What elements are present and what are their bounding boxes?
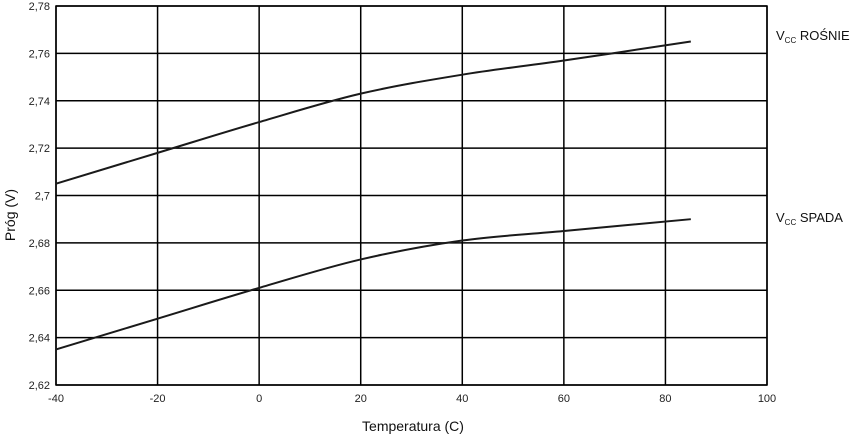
- y-tick-label: 2,72: [29, 143, 50, 155]
- x-tick-label: 100: [758, 393, 776, 405]
- x-tick-labels: -40 -20 0 20 40 60 80 100: [48, 393, 776, 405]
- x-tick-label: -20: [150, 393, 166, 405]
- x-tick-label: 0: [256, 393, 262, 405]
- x-tick-label: 60: [558, 393, 570, 405]
- series-label: VCC SPADA: [776, 210, 843, 227]
- x-tick-label: 80: [659, 393, 671, 405]
- y-tick-label: 2,62: [29, 380, 50, 392]
- series-lines: [55, 40, 691, 351]
- y-tick-label: 2,68: [29, 238, 50, 250]
- y-tick-labels: 2,62 2,64 2,66 2,68 2,7 2,72 2,74 2,76 2,78: [29, 1, 50, 392]
- y-tick-label: 2,78: [29, 1, 50, 13]
- plot-frame: [55, 5, 768, 386]
- y-tick-label: 2,64: [29, 333, 50, 345]
- x-axis-title: Temperatura (C): [362, 418, 464, 434]
- series-line: [55, 40, 691, 185]
- y-axis-title: Próg (V): [2, 189, 18, 241]
- x-tick-label: 40: [456, 393, 468, 405]
- series-labels: VCC ROŚNIE VCC SPADA: [776, 28, 850, 227]
- x-tick-label: -40: [48, 393, 64, 405]
- grid-lines: [55, 5, 768, 386]
- y-tick-label: 2,74: [29, 96, 50, 108]
- y-tick-label: 2,76: [29, 48, 50, 60]
- x-tick-label: 20: [355, 393, 367, 405]
- series-line: [55, 218, 691, 351]
- y-tick-label: 2,7: [35, 191, 50, 203]
- series-label: VCC ROŚNIE: [776, 28, 850, 45]
- y-tick-label: 2,66: [29, 285, 50, 297]
